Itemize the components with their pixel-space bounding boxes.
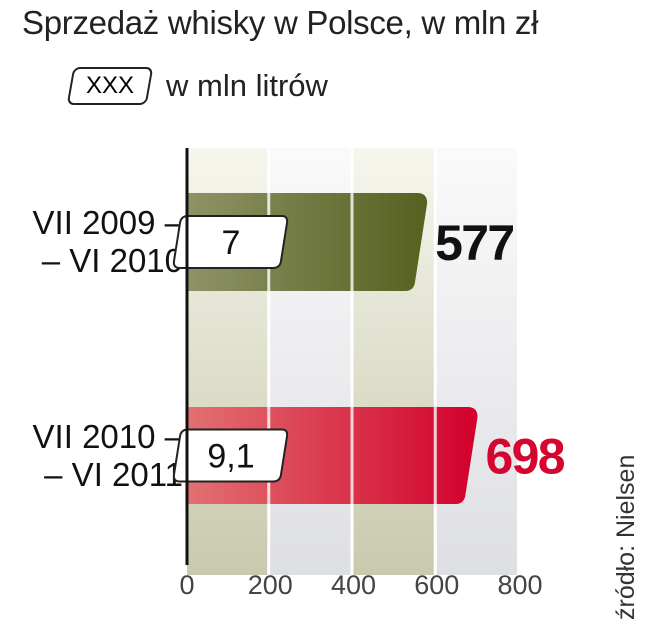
value-label: 698	[486, 429, 566, 485]
volume-box	[172, 428, 289, 483]
category-label-2: VII 2010 – – VI 2011	[33, 418, 183, 494]
chart-title: Sprzedaż whisky w Polsce, w mln zł	[22, 4, 539, 41]
category-label-1: VII 2009 – – VI 2010	[33, 204, 183, 280]
category-line: VII 2010 –	[32, 418, 183, 455]
x-tick-label: 200	[248, 570, 293, 600]
value-label: 577	[435, 215, 515, 271]
category-line: – VI 2010	[41, 242, 183, 279]
x-tick-label: 800	[497, 570, 542, 600]
volume-label: 7	[222, 224, 241, 262]
x-tick-label: 600	[414, 570, 459, 600]
background-band	[436, 148, 517, 575]
category-line: VII 2009 –	[32, 204, 183, 241]
volume-box	[172, 215, 289, 269]
x-tick-label: 0	[179, 570, 194, 600]
x-tick-label: 400	[331, 570, 376, 600]
volume-label: 9,1	[207, 438, 254, 476]
legend-text: w mln litrów	[166, 68, 328, 103]
legend: XXX w mln litrów	[66, 66, 328, 106]
category-line: – VI 2011	[44, 456, 183, 493]
